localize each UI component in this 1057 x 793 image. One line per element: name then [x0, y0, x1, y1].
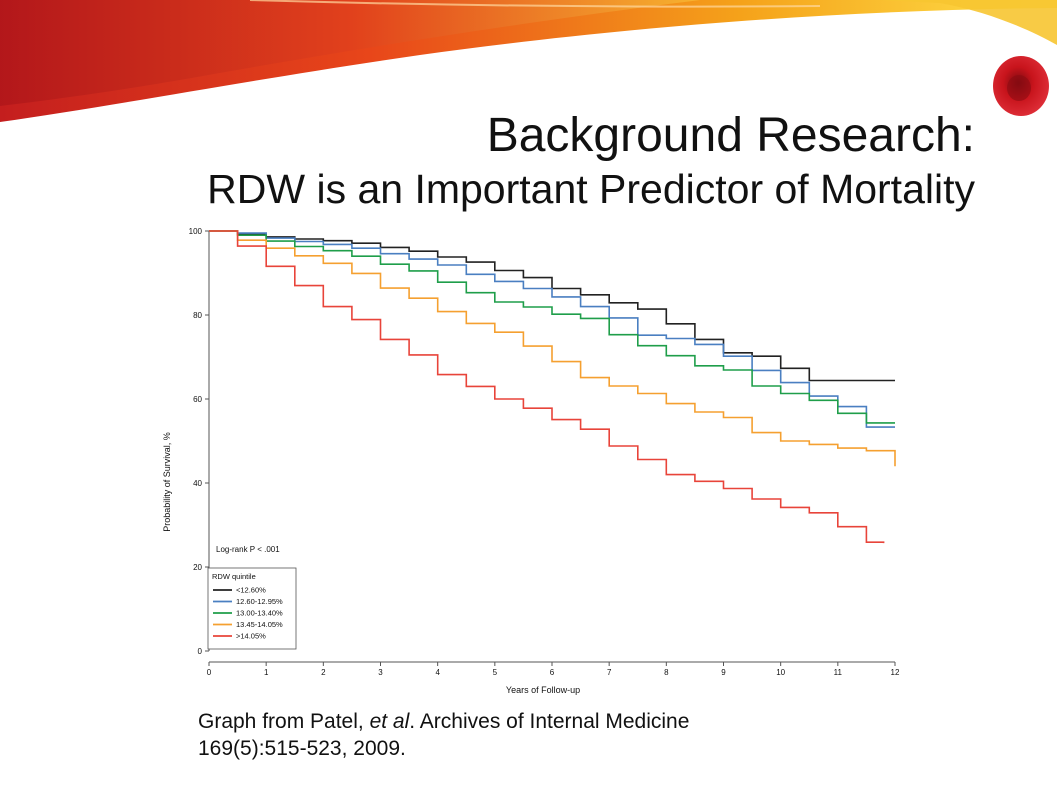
series-line-3: [209, 230, 895, 424]
chart-series: [209, 230, 896, 544]
red-swoosh-highlight: [0, 0, 700, 106]
y-tick-label: 40: [193, 479, 202, 488]
x-tick-label: 0: [207, 668, 212, 677]
logrank-annotation: Log-rank P < .001: [216, 545, 280, 554]
x-tick-label: 7: [607, 668, 612, 677]
y-tick-label: 60: [193, 395, 202, 404]
citation-et-al: et al: [369, 710, 410, 733]
slide-subtitle: RDW is an Important Predictor of Mortali…: [207, 166, 975, 212]
citation-text-start: Graph from Patel,: [198, 710, 370, 733]
x-tick-label: 5: [493, 668, 498, 677]
x-tick-label: 11: [834, 668, 843, 677]
legend-item-label: 13.00-13.40%: [236, 609, 283, 618]
legend-item-label: >14.05%: [236, 632, 266, 641]
x-tick-label: 4: [435, 668, 440, 677]
x-axis-label: Years of Follow-up: [506, 685, 580, 695]
slide-title: Background Research:: [486, 109, 975, 162]
citation-text-end: . Archives of Internal Medicine: [409, 710, 690, 733]
citation: Graph from Patel, et al. Archives of Int…: [198, 708, 689, 762]
x-tick-label: 8: [664, 668, 669, 677]
series-line-2: [209, 230, 895, 428]
series-line-4: [209, 230, 896, 467]
y-axis-label: Probability of Survival, %: [162, 432, 172, 532]
x-tick-label: 1: [264, 668, 269, 677]
y-tick-label: 100: [189, 227, 203, 236]
x-tick-label: 9: [721, 668, 726, 677]
yellow-swoosh-decoration: [880, 0, 1057, 45]
chart-legend: RDW quintile <12.60% 12.60-12.95% 13.00-13…: [207, 567, 297, 650]
legend-item-label: 12.60-12.95%: [236, 597, 283, 606]
series-line-5: [209, 230, 885, 544]
x-tick-label: 6: [550, 668, 555, 677]
legend-title: RDW quintile: [212, 572, 256, 581]
legend-item-label: <12.60%: [236, 586, 266, 595]
x-tick-label: 3: [378, 668, 383, 677]
citation-line2: 169(5):515-523, 2009.: [198, 737, 406, 760]
series-line-1: [209, 230, 895, 382]
x-tick-label: 12: [891, 668, 900, 677]
x-tick-label: 2: [321, 668, 326, 677]
legend-item-label: 13.45-14.05%: [236, 620, 283, 629]
y-tick-label: 80: [193, 311, 202, 320]
y-tick-label: 0: [198, 647, 203, 656]
x-tick-label: 10: [776, 668, 785, 677]
y-tick-label: 20: [193, 563, 202, 572]
red-blood-cell-icon: [993, 56, 1049, 116]
